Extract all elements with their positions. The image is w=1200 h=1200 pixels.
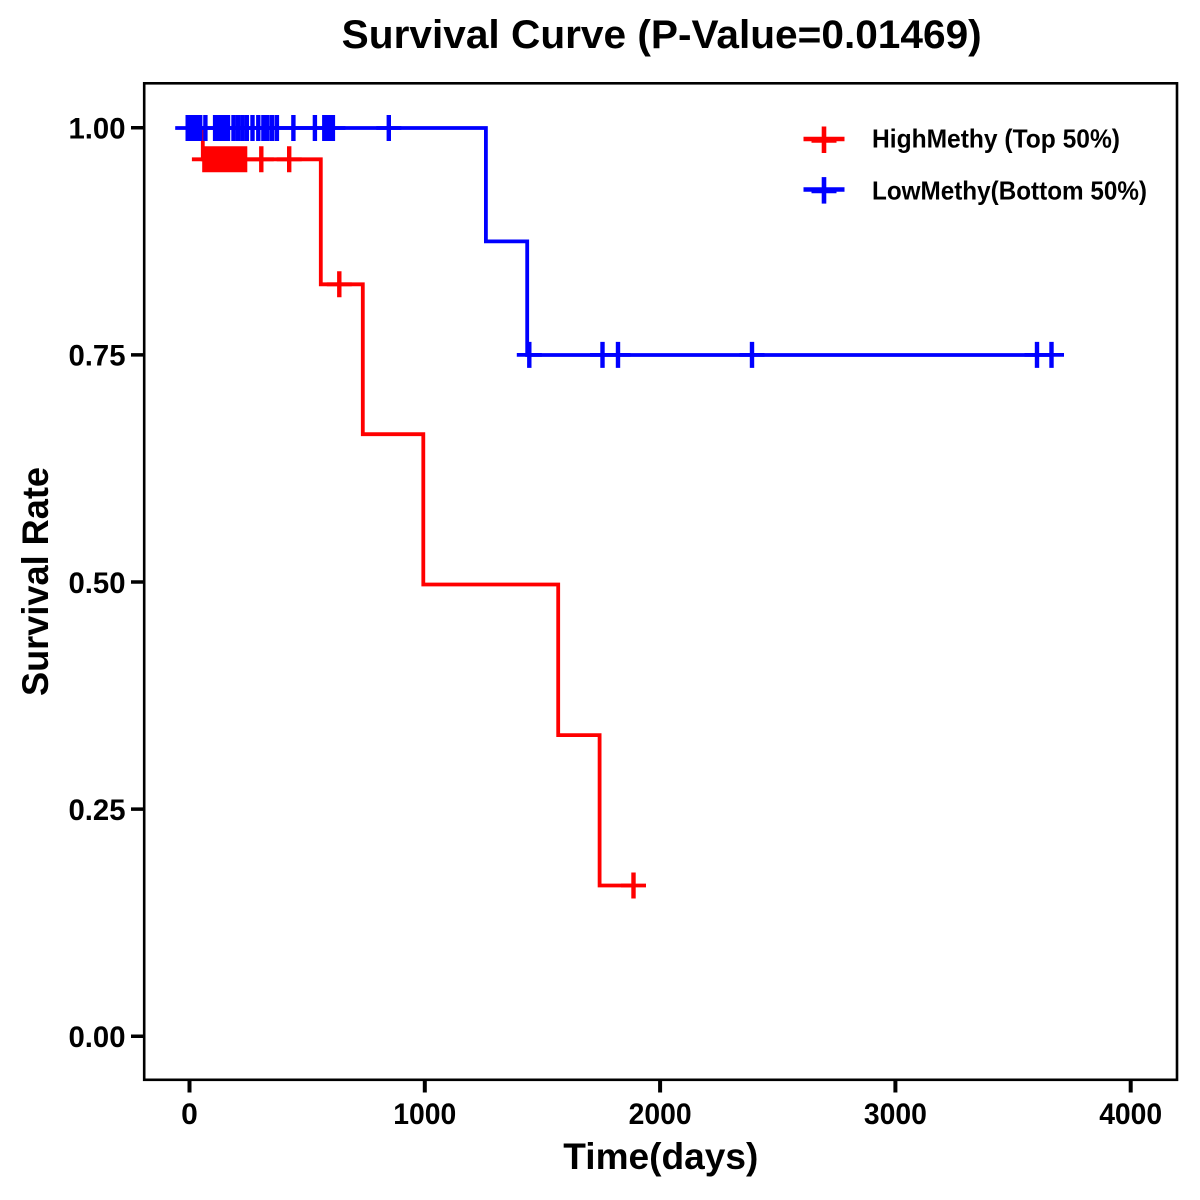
svg-text:0.75: 0.75 bbox=[69, 340, 126, 373]
svg-text:0.25: 0.25 bbox=[69, 794, 126, 827]
svg-text:0.00: 0.00 bbox=[69, 1021, 126, 1054]
svg-text:Survival Curve (P-Value=0.0146: Survival Curve (P-Value=0.01469) bbox=[342, 13, 982, 57]
svg-text:HighMethy (Top 50%): HighMethy (Top 50%) bbox=[872, 124, 1120, 154]
svg-text:2000: 2000 bbox=[629, 1098, 692, 1131]
svg-text:Time(days): Time(days) bbox=[563, 1135, 758, 1177]
svg-text:4000: 4000 bbox=[1099, 1098, 1162, 1131]
svg-text:Survival Rate: Survival Rate bbox=[15, 467, 56, 696]
svg-text:1000: 1000 bbox=[393, 1098, 456, 1131]
svg-text:0.50: 0.50 bbox=[69, 567, 126, 600]
svg-text:3000: 3000 bbox=[864, 1098, 927, 1131]
svg-text:LowMethy(Bottom 50%): LowMethy(Bottom 50%) bbox=[872, 175, 1147, 205]
svg-text:1.00: 1.00 bbox=[69, 113, 126, 146]
svg-text:0: 0 bbox=[181, 1098, 198, 1131]
